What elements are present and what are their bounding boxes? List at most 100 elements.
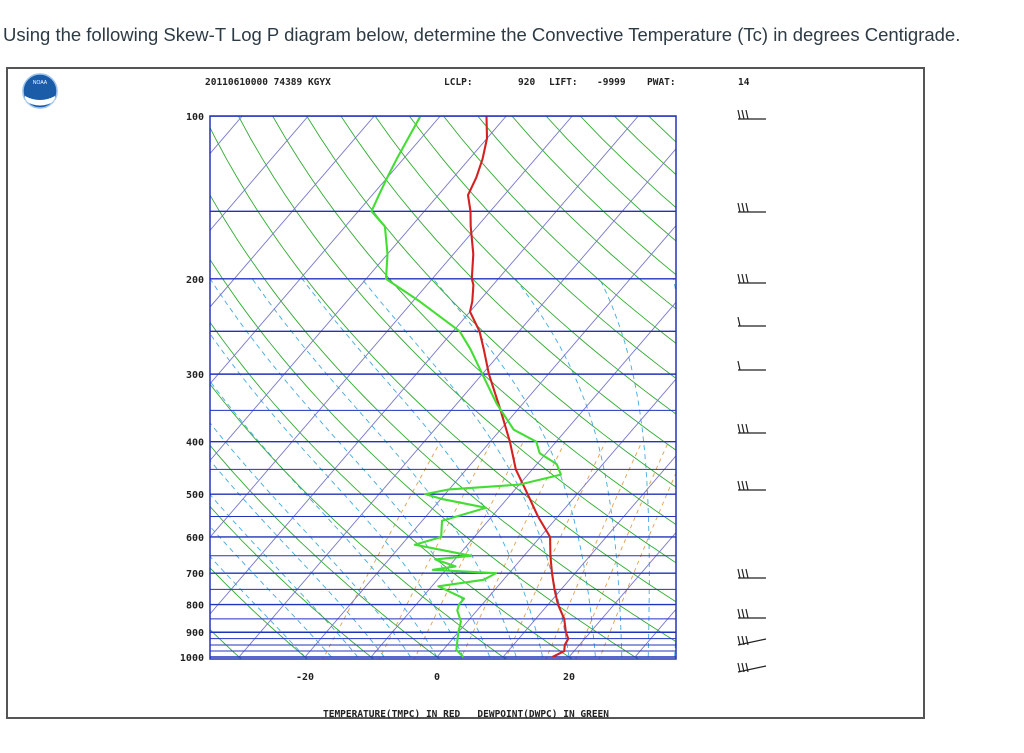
noaa-logo: NOAA <box>22 73 58 109</box>
isotherm-line <box>210 116 507 462</box>
dry-adiabat-line <box>613 116 676 176</box>
dry-adiabat-line <box>757 91 1024 668</box>
pressure-tick-label: 600 <box>186 533 204 544</box>
wind-barb-flag <box>745 608 749 619</box>
isotherm-line <box>0 116 176 657</box>
isotherm-line <box>0 116 110 657</box>
isotherms <box>0 116 676 658</box>
wind-barb-flag <box>741 273 745 284</box>
header-lclp-value: 920 <box>518 77 535 88</box>
isotherm-line <box>210 116 309 231</box>
wind-barb <box>737 662 767 673</box>
wind-barb <box>737 608 766 619</box>
moist-adiabat-line <box>210 493 359 658</box>
wind-barb-flag <box>737 316 741 327</box>
header-pwat-value: 14 <box>738 77 750 88</box>
dry-adiabat-line <box>579 116 676 209</box>
dry-adiabat-line <box>210 383 507 659</box>
wind-barb-staff <box>737 665 767 673</box>
question-text: Using the following Skew-T Log P diagram… <box>3 24 961 45</box>
isotherm-line <box>502 455 676 658</box>
dry-adiabat-line <box>442 116 676 344</box>
wind-barb-flag <box>745 109 749 120</box>
wind-barb-flag <box>745 662 749 673</box>
isotherm-line <box>238 148 676 658</box>
wind-barb-flag <box>745 423 749 434</box>
isotherm-line <box>304 224 676 658</box>
isotherm-line <box>210 116 243 155</box>
wind-barb <box>737 202 766 213</box>
mixing-ratio-line <box>460 441 566 659</box>
wind-barb <box>737 273 766 284</box>
dry-adiabat-line <box>237 116 676 564</box>
dry-adiabat-line <box>210 258 640 659</box>
wind-barb-flag <box>737 423 741 434</box>
pressure-tick-label: 900 <box>186 628 204 639</box>
isotherm-line <box>0 116 44 657</box>
mixing-ratio-line <box>545 441 643 659</box>
mixing-ratio-line <box>378 441 492 659</box>
dry-adiabat-line <box>210 505 375 659</box>
isotherm-line <box>210 116 441 385</box>
temperature-tick-labels: -20 0 20 <box>296 672 575 683</box>
mixing-ratio-lines <box>322 441 676 659</box>
header-lift-value: -9999 <box>597 77 626 88</box>
wind-barb-flag <box>737 273 741 284</box>
mixing-ratio-line <box>505 441 606 659</box>
wind-barb-flag <box>737 360 741 371</box>
pressure-tick-label: 300 <box>186 370 204 381</box>
isotherm-line <box>210 116 639 615</box>
wind-barb <box>737 568 766 579</box>
wind-barb-flag <box>741 608 745 619</box>
moist-adiabat-line <box>210 459 385 658</box>
svg-text:NOAA: NOAA <box>33 80 48 86</box>
dry-adiabat-line <box>272 116 676 526</box>
header-lclp-label: LCLP: <box>444 77 473 88</box>
dry-adiabat-line <box>408 116 676 379</box>
dry-adiabat-line <box>0 91 185 668</box>
moist-adiabats <box>210 278 676 658</box>
dry-adiabat-line <box>340 116 676 451</box>
wind-barb-flag <box>737 635 741 646</box>
temperature-tick-label: 0 <box>434 672 440 683</box>
moist-adiabat-line <box>301 278 544 658</box>
wind-barb-flag <box>745 635 749 646</box>
isotherm-line <box>436 378 676 658</box>
wind-barb-flag <box>741 662 745 673</box>
wind-barb-flag <box>745 273 749 284</box>
mixing-ratio-line <box>598 471 676 659</box>
wind-barb <box>737 423 766 434</box>
wind-barb-flag <box>737 109 741 120</box>
pressure-tick-label: 500 <box>186 490 204 501</box>
wind-barb-flag <box>745 202 749 213</box>
wind-barb <box>737 635 767 646</box>
dry-adiabat-line <box>306 116 676 488</box>
isotherm-line <box>568 531 676 658</box>
mixing-ratio-line <box>575 441 669 659</box>
dry-adiabat-line <box>210 444 441 659</box>
wind-barb-flag <box>741 568 745 579</box>
pressure-tick-label: 100 <box>186 112 204 123</box>
isotherm-line <box>210 116 375 308</box>
wind-barb <box>737 316 766 327</box>
mixing-ratio-line <box>322 441 441 659</box>
pressure-tick-label: 400 <box>186 438 204 449</box>
wind-barb <box>737 480 766 491</box>
x-axis-label: TEMPERATURE(TMPC) IN RED DEWPOINT(DWPC) … <box>323 709 609 720</box>
dry-adiabat-line <box>823 91 1024 668</box>
dry-adiabat-line <box>511 116 676 276</box>
wind-barb-flag <box>745 480 749 491</box>
dry-adiabat-line <box>647 116 676 143</box>
wind-barb-flag <box>737 568 741 579</box>
moist-adiabat-line <box>599 278 650 657</box>
isobars <box>210 116 676 658</box>
dry-adiabat-line <box>657 91 1024 668</box>
temperature-tick-label: -20 <box>296 672 314 683</box>
wind-barb-flag <box>741 109 745 120</box>
moist-adiabat-line <box>210 380 438 658</box>
isotherm-line <box>370 301 676 658</box>
isotherm-line <box>210 116 573 538</box>
moist-adiabat-line <box>251 278 517 658</box>
wind-barb-flag <box>737 608 741 619</box>
dry-adiabat-line <box>210 194 676 643</box>
